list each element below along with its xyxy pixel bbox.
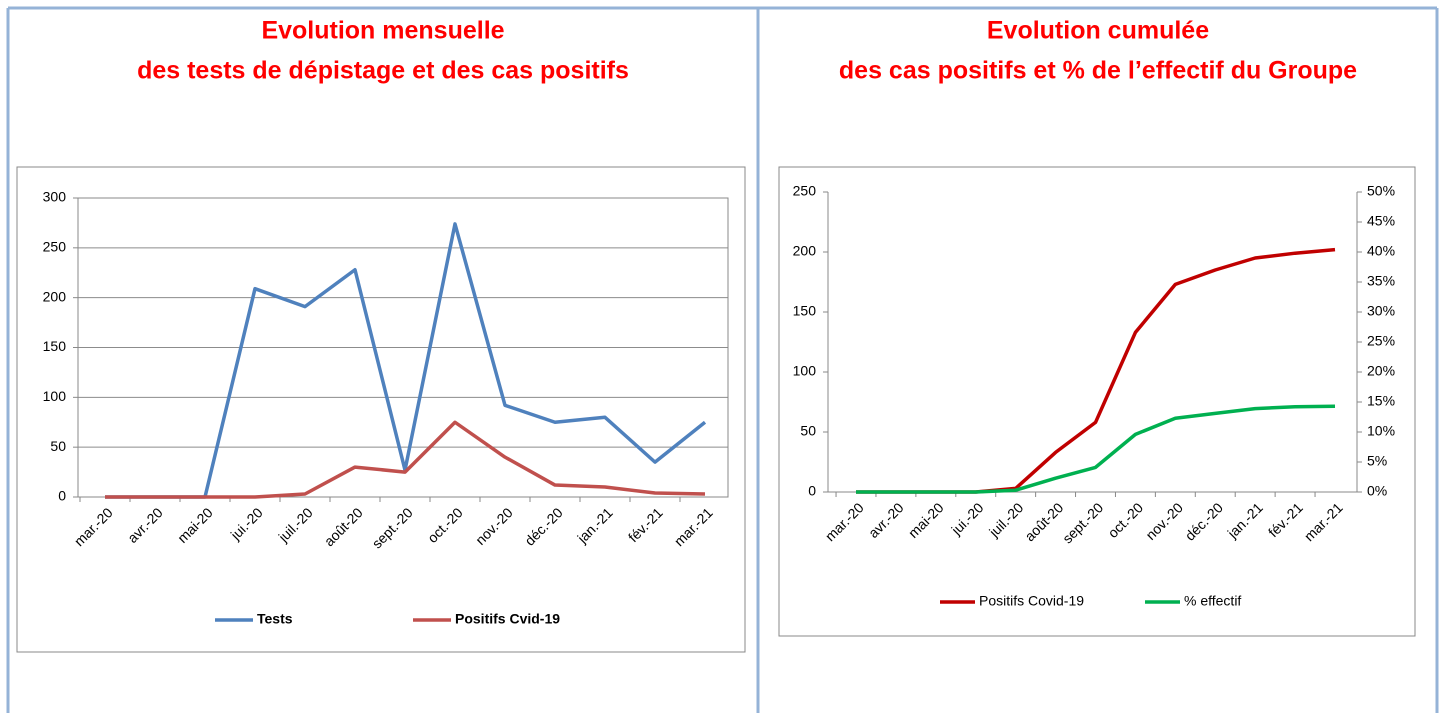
y2-tick-label: 15%	[1367, 393, 1395, 409]
y-tick-label: 50	[50, 438, 66, 454]
y2-tick-label: 0%	[1367, 483, 1387, 499]
legend-label: Positifs Covid-19	[979, 593, 1084, 609]
legend-label: % effectif	[1184, 593, 1241, 609]
chart-box	[16, 166, 746, 653]
y-tick-label: 150	[793, 303, 817, 319]
chart-subtitle: des tests de dépistage et des cas positi…	[137, 57, 629, 85]
y-tick-label: 100	[43, 388, 67, 404]
y-tick-label: 250	[43, 239, 67, 255]
chart-subtitle: des cas positifs et % de l’effectif du G…	[839, 57, 1357, 85]
y-tick-label: 200	[793, 243, 817, 259]
legend-label: Positifs Cvid-19	[455, 611, 560, 627]
legend-label: Tests	[257, 611, 293, 627]
y-tick-label: 150	[43, 338, 67, 354]
y-tick-label: 0	[808, 483, 816, 499]
y2-tick-label: 45%	[1367, 213, 1395, 229]
chart-title: Evolution cumulée	[987, 17, 1209, 45]
y2-tick-label: 5%	[1367, 453, 1387, 469]
series-line	[105, 420, 706, 499]
series-line	[856, 404, 1336, 494]
y2-tick-label: 35%	[1367, 273, 1395, 289]
y2-tick-label: 25%	[1367, 333, 1395, 349]
y2-tick-label: 50%	[1367, 183, 1395, 199]
chart-title: Evolution mensuelle	[261, 17, 504, 45]
y-tick-label: 250	[793, 183, 817, 199]
y2-tick-label: 10%	[1367, 423, 1395, 439]
y-tick-label: 300	[43, 189, 67, 205]
y-tick-label: 50	[800, 423, 816, 439]
y-tick-label: 100	[793, 363, 817, 379]
y2-tick-label: 20%	[1367, 363, 1395, 379]
chart-box	[778, 166, 1416, 637]
y2-tick-label: 30%	[1367, 303, 1395, 319]
y-tick-label: 200	[43, 288, 67, 304]
y2-tick-label: 40%	[1367, 243, 1395, 259]
y-tick-label: 0	[58, 488, 66, 504]
